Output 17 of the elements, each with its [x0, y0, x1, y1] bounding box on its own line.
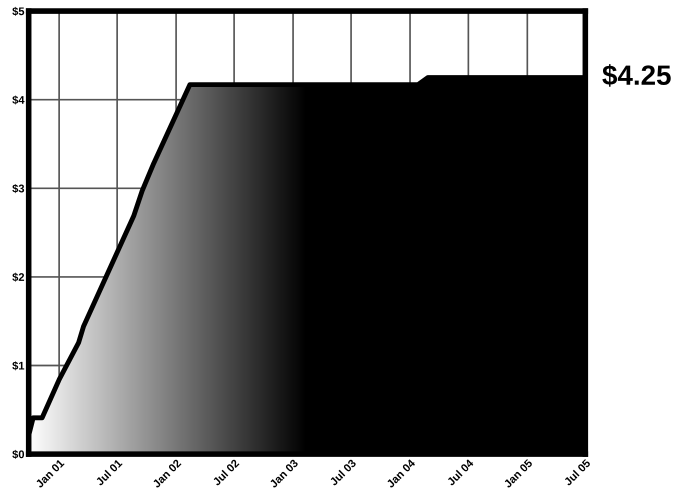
x-tick-label: Jan 03 — [268, 458, 299, 488]
x-tick-label: Jan 02 — [152, 458, 182, 488]
x-tick-label: Jan 01 — [35, 458, 65, 488]
y-tick-label: $1 — [12, 361, 24, 370]
y-tick-label: $0 — [12, 450, 24, 459]
y-tick-label: $2 — [12, 272, 24, 282]
y-tick-label: $4 — [12, 95, 24, 105]
x-tick-label: Jul 05 — [563, 458, 591, 486]
x-tick-label: Jan 04 — [386, 458, 416, 488]
x-tick-label: Jul 03 — [328, 458, 357, 486]
x-tick-label: Jul 01 — [94, 458, 123, 486]
y-tick-label: $5 — [12, 6, 24, 16]
annotation: $4.25 — [602, 64, 671, 87]
x-tick-label: Jul 04 — [446, 458, 474, 486]
x-tick-label: Jan 05 — [503, 458, 533, 488]
y-tick-label: $3 — [12, 184, 24, 194]
x-tick-label: Jul 02 — [212, 458, 240, 486]
